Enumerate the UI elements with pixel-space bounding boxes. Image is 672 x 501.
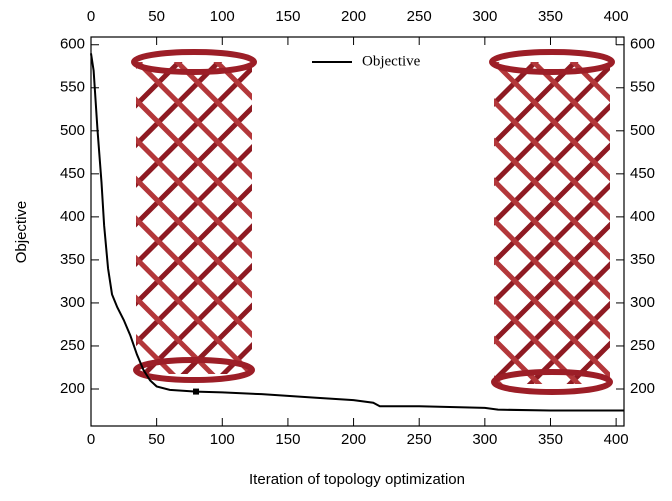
y-tick-label-right: 350 [630, 251, 655, 268]
y-tick-label-right: 500 [630, 122, 655, 139]
y-tick-label-right: 400 [630, 208, 655, 225]
y-tick-label: 300 [60, 294, 85, 311]
x-tick-label-top: 350 [538, 8, 563, 25]
x-tick-label-top: 100 [210, 8, 235, 25]
x-tick-label-top: 150 [275, 8, 300, 25]
x-tick-label-top: 400 [604, 8, 629, 25]
x-tick-label-top: 0 [87, 8, 95, 25]
x-tick-label: 250 [407, 431, 432, 448]
y-tick-label-right: 250 [630, 337, 655, 354]
y-tick-label-right: 450 [630, 165, 655, 182]
y-tick-label: 450 [60, 165, 85, 182]
x-tick-label: 0 [87, 431, 95, 448]
x-tick-label: 350 [538, 431, 563, 448]
x-tick-label: 50 [148, 431, 165, 448]
left-lattice-image [134, 52, 254, 380]
x-tick-label: 100 [210, 431, 235, 448]
y-tick-label: 350 [60, 251, 85, 268]
y-tick-label: 400 [60, 208, 85, 225]
x-tick-label: 400 [604, 431, 629, 448]
x-tick-label: 150 [275, 431, 300, 448]
right-lattice-image [492, 52, 612, 392]
x-axis-label: Iteration of topology optimization [249, 471, 465, 488]
y-tick-label-right: 300 [630, 294, 655, 311]
x-tick-label-top: 250 [407, 8, 432, 25]
y-axis-label: Objective [13, 201, 30, 264]
page: {"chart_data": {"type": "line", "x_label… [0, 0, 672, 501]
y-tick-label-right: 600 [630, 36, 655, 53]
x-tick-label-top: 50 [148, 8, 165, 25]
x-tick-label: 200 [341, 431, 366, 448]
y-tick-label: 500 [60, 122, 85, 139]
chart: Iteration of topology optimization Objec… [0, 0, 672, 496]
y-tick-label-right: 200 [630, 380, 655, 397]
x-tick-label-top: 200 [341, 8, 366, 25]
legend-label: Objective [362, 53, 421, 69]
x-tick-label: 300 [472, 431, 497, 448]
highlight-marker [193, 389, 199, 395]
y-tick-label: 600 [60, 36, 85, 53]
x-tick-label-top: 300 [472, 8, 497, 25]
y-tick-label: 200 [60, 380, 85, 397]
y-tick-label: 550 [60, 79, 85, 96]
y-tick-label-right: 550 [630, 79, 655, 96]
y-tick-label: 250 [60, 337, 85, 354]
